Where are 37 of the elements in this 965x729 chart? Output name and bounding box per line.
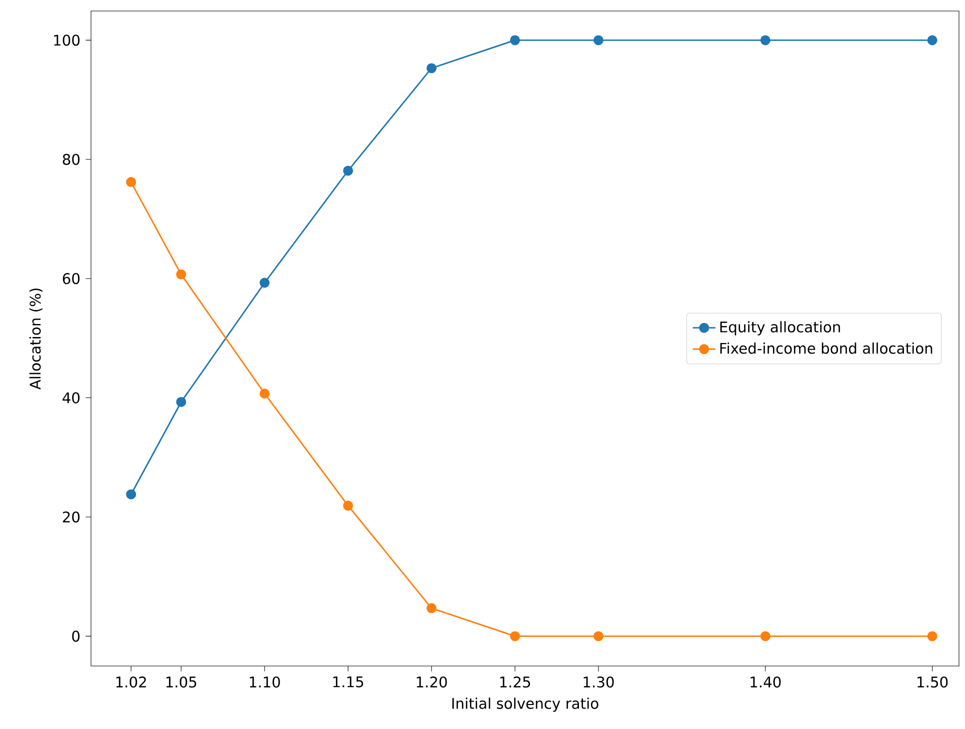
point bbox=[126, 489, 136, 500]
legend-label: Equity allocation bbox=[720, 321, 840, 336]
x-tick-label: 1.10 bbox=[250, 676, 280, 688]
point bbox=[176, 396, 186, 407]
point bbox=[593, 35, 604, 46]
x-tick-label: 1.40 bbox=[750, 676, 781, 688]
point bbox=[126, 177, 136, 188]
point bbox=[260, 388, 270, 399]
y-axis-title: Allocation (%) bbox=[29, 288, 42, 390]
x-axis-title: Initial solvency ratio bbox=[452, 698, 598, 712]
point bbox=[343, 500, 354, 511]
x-tick-label: 1.15 bbox=[333, 676, 364, 688]
x-tick-label: 1.25 bbox=[500, 676, 530, 688]
y-tick-label: 0 bbox=[72, 630, 80, 642]
point bbox=[927, 35, 938, 46]
point bbox=[176, 269, 186, 280]
x-tick-label: 1.50 bbox=[918, 676, 948, 688]
point bbox=[343, 166, 354, 176]
legend-label: Fixed-income bond allocation bbox=[720, 342, 932, 354]
x-tick-label: 1.20 bbox=[416, 676, 447, 688]
y-tick-label: 20 bbox=[62, 511, 80, 523]
point bbox=[426, 63, 437, 74]
x-tick-label: 1.05 bbox=[166, 676, 196, 688]
y-tick-label: 40 bbox=[62, 392, 80, 404]
point bbox=[760, 631, 770, 642]
y-tick-label: 60 bbox=[62, 273, 80, 284]
y-tick-label: 80 bbox=[62, 154, 80, 165]
point bbox=[510, 631, 520, 642]
point bbox=[426, 603, 437, 614]
point bbox=[260, 278, 270, 288]
point bbox=[510, 35, 520, 46]
point bbox=[593, 631, 604, 642]
point bbox=[760, 35, 770, 46]
point bbox=[927, 631, 938, 642]
x-tick-label: 1.02 bbox=[116, 676, 146, 688]
x-tick-label: 1.30 bbox=[584, 676, 614, 688]
y-tick-label: 100 bbox=[54, 34, 80, 46]
